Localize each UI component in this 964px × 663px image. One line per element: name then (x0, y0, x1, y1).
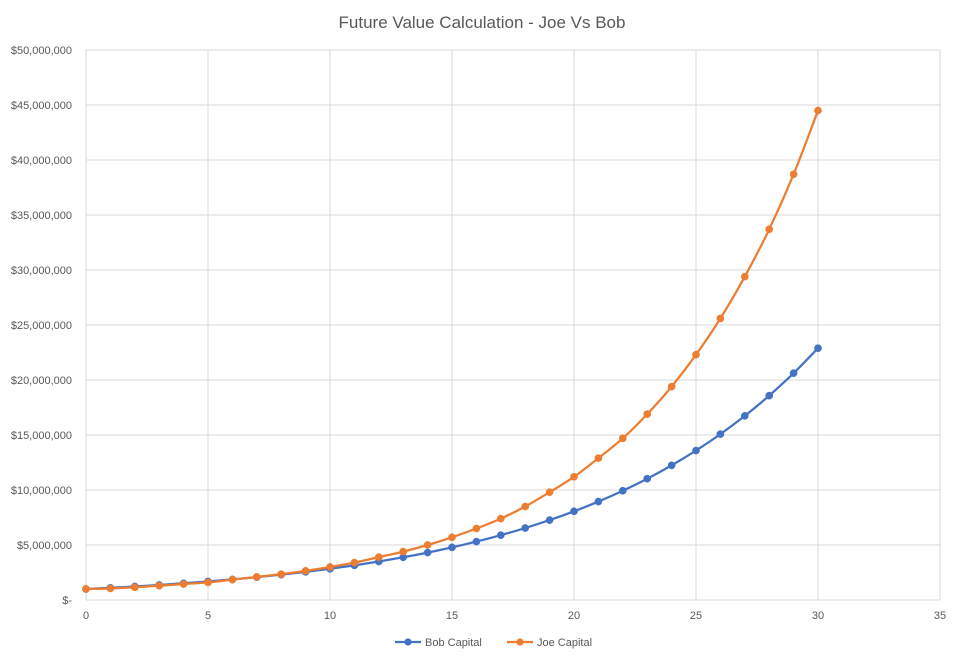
y-tick-label: $10,000,000 (11, 485, 72, 497)
legend-item: Bob Capital (395, 637, 482, 649)
data-point (667, 382, 676, 391)
y-tick-label: $15,000,000 (11, 430, 72, 442)
data-point (716, 314, 725, 323)
data-point (448, 533, 456, 542)
data-point (594, 497, 603, 506)
data-point (496, 531, 505, 540)
data-point (130, 583, 139, 592)
data-point (570, 507, 578, 516)
chart-title: Future Value Calculation - Joe Vs Bob (339, 13, 626, 32)
data-point (204, 578, 212, 587)
legend-label: Bob Capital (425, 637, 482, 649)
data-point (350, 558, 359, 567)
x-tick-label: 0 (83, 610, 89, 622)
y-tick-label: $45,000,000 (11, 100, 72, 112)
data-point (545, 516, 554, 524)
data-point (374, 553, 383, 561)
y-tick-label: $20,000,000 (11, 375, 72, 387)
y-tick-label: $50,000,000 (11, 45, 72, 57)
data-point (448, 543, 456, 552)
x-tick-label: 15 (446, 610, 458, 622)
y-tick-label: $30,000,000 (11, 265, 72, 277)
legend: Bob Capital Joe Capital (395, 637, 592, 649)
data-point (692, 446, 700, 455)
y-tick-label: $25,000,000 (11, 320, 72, 332)
data-point (765, 225, 774, 234)
data-point (155, 581, 164, 590)
data-point (179, 580, 188, 588)
data-point (252, 573, 261, 581)
data-point (228, 575, 237, 584)
data-point (399, 547, 408, 556)
data-point (472, 524, 481, 533)
data-point (472, 537, 481, 546)
legend-swatch-marker (404, 638, 412, 646)
series-layer (82, 106, 822, 593)
x-tick-label: 30 (812, 610, 824, 622)
data-point (618, 486, 627, 495)
data-point (740, 412, 749, 420)
y-tick-label: $- (62, 595, 72, 607)
data-point (82, 585, 90, 593)
data-point (789, 170, 798, 179)
data-point (423, 541, 432, 549)
data-point (740, 272, 749, 281)
data-point (618, 434, 627, 443)
legend-item: Joe Capital (507, 637, 592, 649)
x-tick-label: 25 (690, 610, 702, 622)
legend-label: Joe Capital (537, 637, 592, 649)
data-point (765, 391, 774, 400)
series-joe-capital (82, 106, 822, 593)
y-tick-label: $5,000,000 (17, 540, 72, 552)
data-point (716, 430, 725, 438)
x-tick-label: 5 (205, 610, 211, 622)
data-point (545, 488, 554, 497)
y-tick-label: $35,000,000 (11, 210, 72, 222)
y-tick-label: $40,000,000 (11, 155, 72, 167)
data-point (326, 563, 334, 571)
data-point (594, 454, 603, 462)
data-point (423, 548, 432, 557)
data-point (667, 461, 676, 470)
data-point (789, 369, 798, 377)
data-point (521, 502, 530, 511)
x-tick-label: 10 (324, 610, 336, 622)
data-point (570, 472, 578, 481)
data-point (814, 344, 822, 353)
axis-tick-labels: $- $5,000,000 $10,000,000 $15,000,000 $20,00… (11, 45, 946, 622)
data-point (301, 567, 310, 575)
x-tick-label: 35 (934, 610, 946, 622)
data-point (277, 570, 286, 579)
data-point (496, 514, 505, 523)
data-point (106, 584, 115, 593)
data-point (814, 106, 822, 115)
data-point (643, 474, 652, 483)
data-point (643, 410, 652, 418)
gridlines (85, 49, 941, 601)
x-tick-label: 20 (568, 610, 580, 622)
data-point (692, 350, 700, 359)
legend-swatch-marker (516, 638, 524, 646)
data-point (521, 524, 530, 532)
